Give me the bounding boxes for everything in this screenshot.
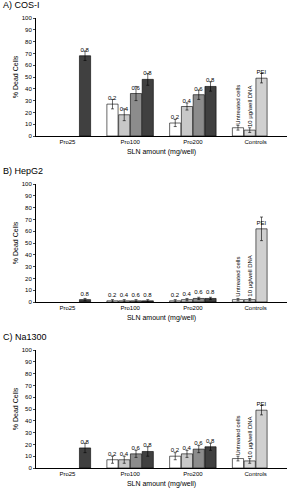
svg-text:80: 80 — [25, 39, 32, 45]
svg-text:10: 10 — [25, 287, 32, 293]
svg-text:10 µg/well DNA: 10 µg/well DNA — [247, 255, 253, 296]
svg-text:SLN amount (mg/well): SLN amount (mg/well) — [127, 480, 196, 488]
svg-text:70: 70 — [25, 217, 32, 223]
svg-text:0.4: 0.4 — [120, 292, 129, 298]
svg-text:% Dead Cells: % Dead Cells — [12, 221, 19, 264]
svg-text:Pro25: Pro25 — [59, 305, 76, 311]
svg-text:30: 30 — [25, 430, 32, 436]
svg-text:0.6: 0.6 — [194, 86, 203, 92]
svg-text:90: 90 — [25, 359, 32, 365]
svg-text:0.8: 0.8 — [206, 77, 215, 83]
svg-text:0.4: 0.4 — [182, 291, 191, 297]
svg-text:0.2: 0.2 — [171, 114, 180, 120]
svg-text:0.2: 0.2 — [171, 292, 180, 298]
svg-text:80: 80 — [25, 205, 32, 211]
svg-text:0: 0 — [28, 299, 32, 305]
svg-text:A) COS-I: A) COS-I — [3, 0, 40, 10]
svg-text:70: 70 — [25, 383, 32, 389]
svg-text:PEI: PEI — [257, 220, 267, 226]
svg-text:30: 30 — [25, 98, 32, 104]
svg-text:0.4: 0.4 — [182, 445, 191, 451]
svg-text:Controls: Controls — [244, 305, 266, 311]
svg-text:80: 80 — [25, 371, 32, 377]
svg-text:Pro200: Pro200 — [183, 471, 203, 477]
svg-text:0.8: 0.8 — [206, 289, 215, 295]
svg-text:20: 20 — [25, 442, 32, 448]
svg-text:Pro25: Pro25 — [59, 471, 76, 477]
svg-text:SLN amount (mg/well): SLN amount (mg/well) — [127, 148, 196, 156]
svg-text:100: 100 — [22, 181, 33, 187]
svg-text:70: 70 — [25, 51, 32, 57]
svg-text:10 µg/well DNA: 10 µg/well DNA — [247, 86, 253, 127]
svg-text:Pro200: Pro200 — [183, 305, 203, 311]
svg-text:0.2: 0.2 — [108, 95, 117, 101]
svg-text:0.6: 0.6 — [132, 445, 141, 451]
svg-text:0.4: 0.4 — [120, 451, 129, 457]
svg-text:60: 60 — [25, 62, 32, 68]
svg-text:% Dead Cells: % Dead Cells — [12, 55, 19, 98]
svg-text:% Dead Cells: % Dead Cells — [12, 387, 19, 430]
svg-text:40: 40 — [25, 418, 32, 424]
svg-text:Pro200: Pro200 — [183, 139, 203, 145]
svg-text:0.2: 0.2 — [108, 292, 117, 298]
svg-text:60: 60 — [25, 394, 32, 400]
svg-text:0.2: 0.2 — [171, 447, 180, 453]
svg-text:B) HepG2: B) HepG2 — [3, 166, 43, 176]
svg-text:30: 30 — [25, 264, 32, 270]
svg-text:Pro25: Pro25 — [59, 139, 76, 145]
svg-text:0.4: 0.4 — [120, 106, 129, 112]
svg-text:C) Na1300: C) Na1300 — [3, 332, 47, 342]
svg-text:0.8: 0.8 — [143, 70, 152, 76]
svg-text:0: 0 — [28, 465, 32, 471]
svg-text:40: 40 — [25, 86, 32, 92]
svg-text:Controls: Controls — [244, 139, 266, 145]
svg-text:0.6: 0.6 — [132, 85, 141, 91]
svg-text:100: 100 — [22, 15, 33, 21]
svg-text:Pro100: Pro100 — [120, 139, 140, 145]
svg-text:Pro100: Pro100 — [120, 305, 140, 311]
svg-text:SLN amount (mg/well): SLN amount (mg/well) — [127, 314, 196, 322]
svg-text:0.6: 0.6 — [194, 440, 203, 446]
svg-text:0.8: 0.8 — [143, 442, 152, 448]
svg-text:PEI: PEI — [257, 401, 267, 407]
svg-text:100: 100 — [22, 347, 33, 353]
svg-text:0.8: 0.8 — [206, 438, 215, 444]
svg-text:10: 10 — [25, 453, 32, 459]
svg-text:50: 50 — [25, 240, 32, 246]
svg-text:0.8: 0.8 — [81, 47, 90, 53]
svg-text:0.8: 0.8 — [143, 292, 152, 298]
svg-text:Pro100: Pro100 — [120, 471, 140, 477]
svg-text:Untreated cells: Untreated cells — [235, 257, 241, 297]
svg-text:90: 90 — [25, 27, 32, 33]
svg-text:20: 20 — [25, 276, 32, 282]
svg-text:10 µg/well DNA: 10 µg/well DNA — [247, 416, 253, 457]
svg-text:60: 60 — [25, 228, 32, 234]
svg-text:90: 90 — [25, 193, 32, 199]
svg-text:0.8: 0.8 — [81, 439, 90, 445]
svg-text:0.8: 0.8 — [81, 291, 90, 297]
svg-text:0.6: 0.6 — [132, 292, 141, 298]
svg-text:Untreated cells: Untreated cells — [235, 85, 241, 125]
svg-text:Untreated cells: Untreated cells — [235, 416, 241, 456]
svg-text:10: 10 — [25, 121, 32, 127]
svg-text:50: 50 — [25, 74, 32, 80]
svg-text:40: 40 — [25, 252, 32, 258]
svg-text:20: 20 — [25, 110, 32, 116]
svg-text:0.2: 0.2 — [108, 451, 117, 457]
svg-text:Controls: Controls — [244, 471, 266, 477]
svg-text:0.4: 0.4 — [182, 98, 191, 104]
svg-text:50: 50 — [25, 406, 32, 412]
svg-text:0.6: 0.6 — [194, 289, 203, 295]
svg-text:0: 0 — [28, 133, 32, 139]
svg-text:PEI: PEI — [257, 69, 267, 75]
